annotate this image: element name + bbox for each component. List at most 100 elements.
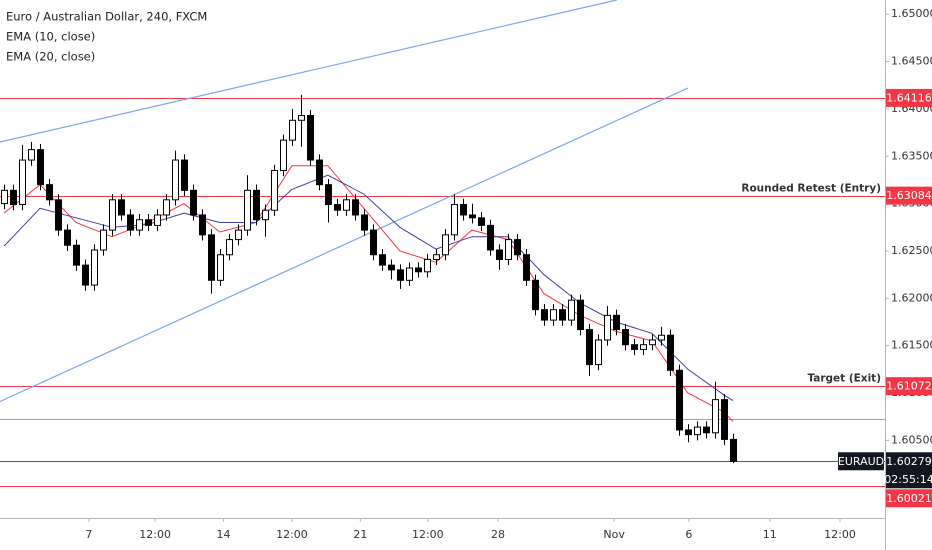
candle-body — [307, 115, 314, 161]
candle-body — [271, 169, 278, 211]
candle-body — [595, 339, 602, 366]
candle-body — [334, 204, 341, 211]
candle-body — [316, 159, 323, 186]
y-tick-label: 1.65000 — [891, 7, 932, 20]
candle-body — [91, 249, 98, 286]
candle-body — [658, 334, 665, 341]
candle-body — [676, 369, 683, 431]
candle-body — [208, 234, 215, 281]
candle-body — [127, 214, 134, 231]
x-tick-label: 12:00 — [139, 528, 171, 541]
candle-body — [559, 309, 566, 321]
trendline — [0, 87, 689, 403]
candle-body — [1, 189, 8, 205]
candle-body — [487, 224, 494, 251]
grid-layer: Rounded Retest (Entry) Target (Exit) — [0, 98, 885, 487]
x-tick-label: 7 — [85, 528, 92, 541]
candle-body — [667, 334, 674, 371]
y-tick-label: 1.63500 — [891, 149, 932, 162]
candle-layer — [1, 94, 737, 464]
candle-body — [352, 199, 359, 216]
y-tick-label: 1.62000 — [891, 291, 932, 304]
candle-body — [505, 239, 512, 260]
candle-body — [235, 229, 242, 241]
y-tick-label: 1.64500 — [891, 55, 932, 68]
candle-body — [343, 199, 350, 211]
candle-body — [109, 199, 116, 231]
countdown-text: 02:55:14 — [884, 473, 932, 486]
candle-body — [649, 339, 656, 346]
candle-body — [703, 426, 710, 434]
candle-body — [604, 314, 611, 341]
candle-body — [181, 159, 188, 191]
candle-body — [163, 199, 170, 216]
candle-body — [433, 254, 440, 260]
candle-body — [46, 184, 53, 201]
trendline — [0, 0, 617, 143]
candle-body — [424, 258, 431, 273]
candle-body — [280, 139, 287, 171]
candle-body — [172, 159, 179, 201]
candle-body — [640, 344, 647, 350]
line-annotation: Target (Exit) — [807, 373, 881, 385]
candle-body — [154, 214, 161, 226]
candle-body — [523, 254, 530, 281]
candle-body — [82, 264, 89, 286]
x-tick-label: 14 — [217, 528, 231, 541]
candle-body — [55, 199, 62, 231]
candle-body — [586, 329, 593, 366]
candle-body — [136, 219, 143, 231]
candle-body — [622, 329, 629, 346]
candle-body — [253, 189, 260, 221]
x-tick-label: 11 — [763, 528, 777, 541]
candle-body — [325, 184, 332, 206]
candle-body — [64, 229, 71, 246]
x-tick-label: 12:00 — [824, 528, 856, 541]
candle-body — [469, 214, 476, 219]
candle-body — [577, 299, 584, 331]
candle-body — [73, 244, 80, 266]
chart-title: Euro / Australian Dollar, 240, FXCM — [6, 10, 207, 24]
candle-body — [478, 217, 485, 226]
candle-body — [415, 267, 422, 273]
x-tick-label: 6 — [685, 528, 692, 541]
x-tick-label: Nov — [603, 528, 625, 541]
candle-body — [145, 219, 152, 226]
candle-body — [190, 189, 197, 216]
candle-body — [406, 267, 413, 281]
price-tag-text: 1.64116 — [886, 91, 932, 104]
price-tag-text: 1.60021 — [886, 492, 932, 505]
indicator-label: EMA (10, close) — [6, 30, 95, 44]
legend: Euro / Australian Dollar, 240, FXCM EMA … — [6, 10, 207, 64]
price-tag — [886, 377, 932, 396]
x-tick-label: 12:00 — [412, 528, 444, 541]
candle-body — [514, 239, 521, 256]
candle-body — [244, 189, 251, 231]
candle-body — [289, 119, 296, 141]
candle-body — [118, 199, 125, 216]
candle-body — [568, 299, 575, 321]
candle-body — [19, 159, 26, 206]
symbol-tag-text: EURAUD — [838, 455, 884, 468]
line-annotation: Rounded Retest (Entry) — [741, 183, 881, 195]
candle-body — [730, 438, 737, 462]
price-tag-text: 1.61072 — [886, 380, 932, 393]
candle-body — [37, 149, 44, 186]
candle-body — [361, 214, 368, 231]
x-tick-label: 12:00 — [276, 528, 308, 541]
price-tag — [886, 452, 932, 489]
candle-body — [550, 309, 557, 321]
price-tag — [886, 88, 932, 107]
candle-body — [10, 189, 17, 206]
y-tick-label: 1.61500 — [891, 339, 932, 352]
candle-body — [262, 209, 269, 221]
tag-layer: 1.64116 1.63084 1.61072 EURAUD 1.60279 02:55:… — [838, 88, 932, 508]
candle-body — [226, 239, 233, 256]
candle-body — [451, 204, 458, 236]
symbol-tag — [838, 452, 884, 471]
candle-body — [28, 149, 35, 161]
candle-body — [496, 249, 503, 260]
